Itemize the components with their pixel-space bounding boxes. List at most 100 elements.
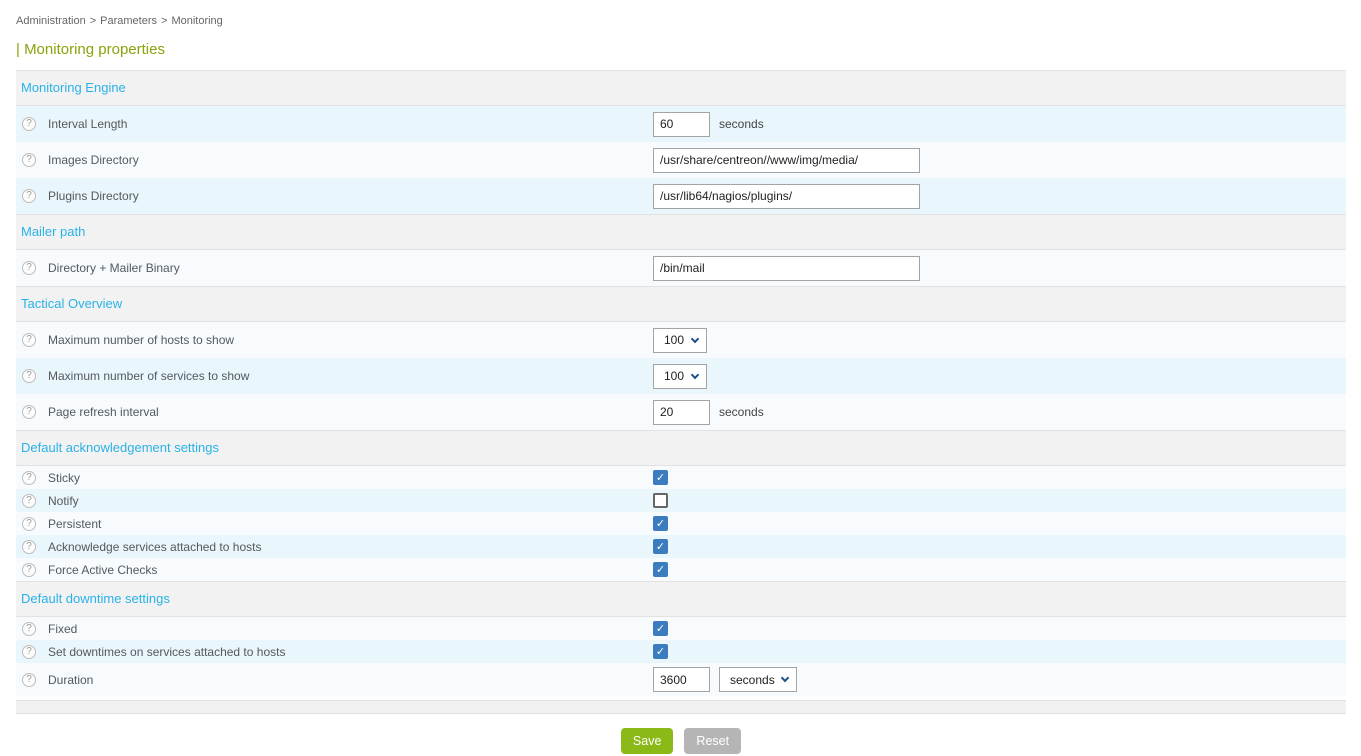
sticky-checkbox[interactable]: ✓ (653, 470, 668, 485)
row-control (653, 183, 920, 209)
settings-form: Monitoring Engine ? Interval Length seco… (16, 70, 1346, 696)
row-control: ✓ (653, 562, 668, 577)
breadcrumb-item-parameters[interactable]: Parameters (100, 15, 157, 27)
duration-input[interactable] (653, 667, 710, 692)
page-refresh-interval-input[interactable] (653, 399, 710, 425)
field-label: Set downtimes on services attached to ho… (48, 644, 286, 659)
help-icon[interactable]: ? (22, 672, 36, 687)
row-label: ? Maximum number of hosts to show (16, 333, 653, 347)
help-icon[interactable]: ? (22, 621, 36, 636)
help-icon[interactable]: ? (22, 539, 36, 554)
persistent-checkbox[interactable]: ✓ (653, 516, 668, 531)
row-label: ? Duration (16, 672, 653, 687)
form-row-sticky: ? Sticky ✓ (16, 466, 1346, 489)
form-actions: Save Reset (16, 728, 1346, 754)
row-control: seconds (653, 667, 797, 692)
row-label: ? Interval Length (16, 117, 653, 131)
section-header-tactical-overview: Tactical Overview (16, 286, 1346, 322)
row-control: ✓ (653, 644, 668, 659)
section-title: Default acknowledgement settings (21, 440, 220, 455)
fixed-checkbox[interactable]: ✓ (653, 621, 668, 636)
save-button[interactable]: Save (620, 728, 674, 754)
page-title: | Monitoring properties (16, 41, 165, 58)
field-label: Sticky (48, 470, 81, 485)
section-title: Tactical Overview (21, 296, 123, 311)
row-label: ? Page refresh interval (16, 405, 653, 419)
form-row-plugins-directory: ? Plugins Directory (16, 178, 1346, 214)
form-row-duration: ? Duration seconds (16, 663, 1346, 696)
force-active-checks-checkbox[interactable]: ✓ (653, 562, 668, 577)
field-label: Notify (48, 493, 79, 508)
field-label: Acknowledge services attached to hosts (48, 539, 262, 554)
row-label: ? Fixed (16, 621, 653, 636)
breadcrumb-item-monitoring[interactable]: Monitoring (171, 15, 223, 27)
row-control (653, 147, 920, 173)
row-label: ? Persistent (16, 516, 653, 531)
breadcrumb-separator: > (89, 15, 97, 27)
form-row-page-refresh-interval: ? Page refresh interval seconds (16, 394, 1346, 430)
section-title: Default downtime settings (21, 591, 170, 606)
section-title: Monitoring Engine (21, 80, 126, 95)
section-header-monitoring-engine: Monitoring Engine (16, 70, 1346, 106)
row-label: ? Acknowledge services attached to hosts (16, 539, 653, 554)
row-label: ? Sticky (16, 470, 653, 485)
breadcrumb-item-administration[interactable]: Administration (16, 15, 86, 27)
field-label: Maximum number of services to show (48, 369, 250, 383)
breadcrumb: Administration > Parameters > Monitoring (16, 0, 1345, 27)
row-label: ? Set downtimes on services attached to … (16, 644, 653, 659)
table-footer-bar (16, 700, 1346, 714)
section-header-default-downtime-settings: Default downtime settings (16, 581, 1346, 617)
help-icon[interactable]: ? (22, 493, 36, 508)
form-row-directory-mailer-binary: ? Directory + Mailer Binary (16, 250, 1346, 286)
row-label: ? Maximum number of services to show (16, 369, 653, 383)
row-control: ✓ (653, 539, 668, 554)
form-row-maximum-number-of-services-to-show: ? Maximum number of services to show 100 (16, 358, 1346, 394)
help-icon[interactable]: ? (22, 562, 36, 577)
form-row-set-downtimes-on-services-attached-to-hosts: ? Set downtimes on services attached to … (16, 640, 1346, 663)
row-control (653, 493, 668, 508)
form-row-force-active-checks: ? Force Active Checks ✓ (16, 558, 1346, 581)
form-row-maximum-number-of-hosts-to-show: ? Maximum number of hosts to show 100 (16, 322, 1346, 358)
section-header-mailer-path: Mailer path (16, 214, 1346, 250)
row-label: ? Plugins Directory (16, 189, 653, 203)
input-suffix: seconds (719, 405, 764, 419)
help-icon[interactable]: ? (22, 153, 36, 167)
row-label: ? Force Active Checks (16, 562, 653, 577)
interval-length-input[interactable] (653, 111, 710, 137)
help-icon[interactable]: ? (22, 333, 36, 347)
form-row-interval-length: ? Interval Length seconds (16, 106, 1346, 142)
duration-unit-select[interactable]: seconds (719, 667, 797, 692)
field-label: Persistent (48, 516, 102, 531)
form-row-fixed: ? Fixed ✓ (16, 617, 1346, 640)
help-icon[interactable]: ? (22, 470, 36, 485)
help-icon[interactable]: ? (22, 189, 36, 203)
field-label: Plugins Directory (48, 189, 139, 203)
row-label: ? Directory + Mailer Binary (16, 261, 653, 275)
form-row-acknowledge-services-attached-to-hosts: ? Acknowledge services attached to hosts… (16, 535, 1346, 558)
images-directory-input[interactable] (653, 147, 920, 173)
row-control: 100 (653, 363, 707, 389)
help-icon[interactable]: ? (22, 516, 36, 531)
help-icon[interactable]: ? (22, 644, 36, 659)
row-label: ? Notify (16, 493, 653, 508)
directory-mailer-binary-input[interactable] (653, 255, 920, 281)
select-value: seconds (730, 672, 775, 687)
row-label: ? Images Directory (16, 153, 653, 167)
acknowledge-services-attached-to-hosts-checkbox[interactable]: ✓ (653, 539, 668, 554)
notify-checkbox[interactable] (653, 493, 668, 508)
breadcrumb-separator: > (161, 15, 168, 27)
help-icon[interactable]: ? (22, 117, 36, 131)
help-icon[interactable]: ? (22, 405, 36, 419)
section-header-default-acknowledgement-settings: Default acknowledgement settings (16, 430, 1346, 466)
help-icon[interactable]: ? (22, 369, 36, 383)
maximum-number-of-hosts-to-show-select[interactable]: 100 (653, 327, 707, 353)
field-label: Page refresh interval (48, 405, 159, 419)
form-row-persistent: ? Persistent ✓ (16, 512, 1346, 535)
field-label: Directory + Mailer Binary (48, 261, 180, 275)
help-icon[interactable]: ? (22, 261, 36, 275)
maximum-number-of-services-to-show-select[interactable]: 100 (653, 363, 707, 389)
chevron-down-icon (690, 334, 700, 343)
set-downtimes-on-services-attached-to-hosts-checkbox[interactable]: ✓ (653, 644, 668, 659)
plugins-directory-input[interactable] (653, 183, 920, 209)
reset-button[interactable]: Reset (684, 728, 742, 754)
